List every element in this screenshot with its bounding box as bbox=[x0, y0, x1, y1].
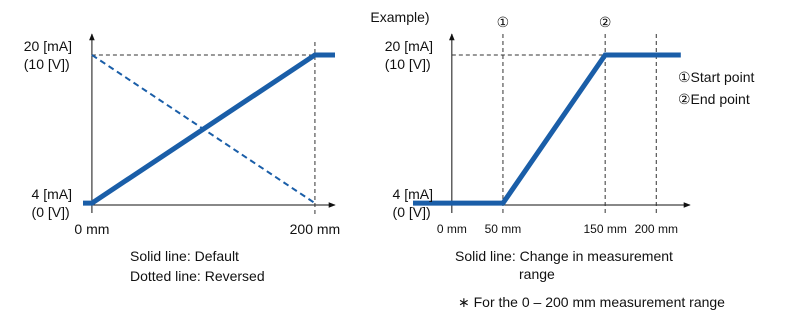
x-tick-label: 150 mm bbox=[583, 222, 627, 236]
y-tick-label: 20 [mA] (10 [V]) bbox=[384, 37, 433, 72]
footnote: ∗ For the 0 – 200 mm measurement range bbox=[458, 294, 725, 310]
annotation: ②End point bbox=[678, 91, 750, 107]
marker-label: ② bbox=[598, 14, 612, 30]
x-tick-label: 0 mm bbox=[74, 221, 110, 237]
x-tick-label: 200 mm bbox=[289, 221, 341, 237]
note: Solid line: Default bbox=[130, 248, 239, 264]
y-tick-label: 20 [mA] (10 [V]) bbox=[23, 37, 72, 72]
x-tick-label: 0 mm bbox=[436, 222, 467, 236]
annotation: ①Start point bbox=[678, 69, 755, 85]
line-series bbox=[91, 54, 316, 204]
line-series bbox=[83, 52, 335, 206]
line-series bbox=[413, 52, 681, 206]
marker-label: ① bbox=[496, 14, 510, 30]
title: Example) bbox=[370, 9, 430, 25]
note: Dotted line: Reversed bbox=[130, 268, 265, 284]
note: Solid line: Change in measurement range bbox=[455, 248, 673, 282]
x-tick-label: 50 mm bbox=[484, 222, 522, 236]
y-tick-label: 4 [mA] (0 [V]) bbox=[31, 186, 72, 221]
y-tick-label: 4 [mA] (0 [V]) bbox=[392, 186, 433, 221]
x-tick-label: 200 mm bbox=[634, 222, 678, 236]
